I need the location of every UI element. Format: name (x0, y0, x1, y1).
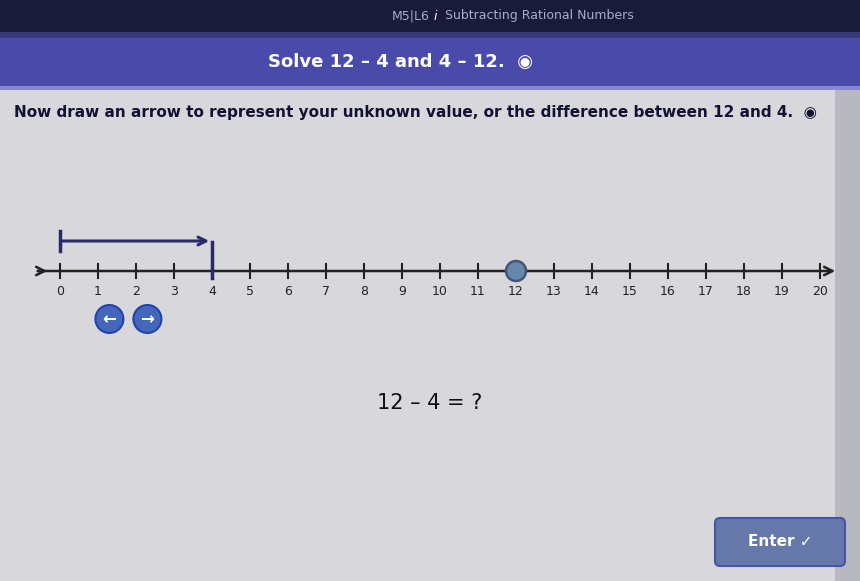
Text: 3: 3 (170, 285, 178, 298)
Text: Now draw an arrow to represent your unknown value, or the difference between 12 : Now draw an arrow to represent your unkn… (14, 105, 817, 120)
Text: 14: 14 (584, 285, 600, 298)
Text: 6: 6 (284, 285, 292, 298)
Text: →: → (140, 310, 154, 328)
Text: 0: 0 (56, 285, 64, 298)
Text: 11: 11 (470, 285, 486, 298)
Text: 19: 19 (774, 285, 789, 298)
Text: 10: 10 (432, 285, 448, 298)
Text: Solve 12 – 4 and 4 – 12.  ◉: Solve 12 – 4 and 4 – 12. ◉ (267, 53, 532, 71)
Bar (0, 90, 835, 581)
Bar (0, 0, 860, 32)
Text: Subtracting Rational Numbers: Subtracting Rational Numbers (445, 9, 634, 23)
Text: 18: 18 (736, 285, 752, 298)
Bar (835, 90, 860, 581)
Bar (0, 86, 860, 90)
Text: 13: 13 (546, 285, 562, 298)
Text: 8: 8 (360, 285, 368, 298)
Text: 9: 9 (398, 285, 406, 298)
Text: i: i (433, 9, 437, 23)
Text: 1: 1 (94, 285, 102, 298)
Text: 12 – 4 = ?: 12 – 4 = ? (378, 393, 482, 413)
Text: Enter ✓: Enter ✓ (747, 535, 812, 550)
Text: 4: 4 (208, 285, 216, 298)
Text: 5: 5 (246, 285, 254, 298)
Bar (0, 32, 860, 38)
Text: 17: 17 (698, 285, 714, 298)
Text: 16: 16 (660, 285, 676, 298)
Bar (0, 38, 860, 86)
Circle shape (506, 261, 526, 281)
Text: 2: 2 (132, 285, 140, 298)
FancyBboxPatch shape (715, 518, 845, 566)
Text: M5|L6: M5|L6 (392, 9, 430, 23)
Text: 15: 15 (622, 285, 638, 298)
Circle shape (133, 305, 162, 333)
Text: 20: 20 (812, 285, 828, 298)
Text: 7: 7 (322, 285, 330, 298)
Circle shape (95, 305, 123, 333)
Text: ←: ← (102, 310, 116, 328)
Text: 12: 12 (508, 285, 524, 298)
